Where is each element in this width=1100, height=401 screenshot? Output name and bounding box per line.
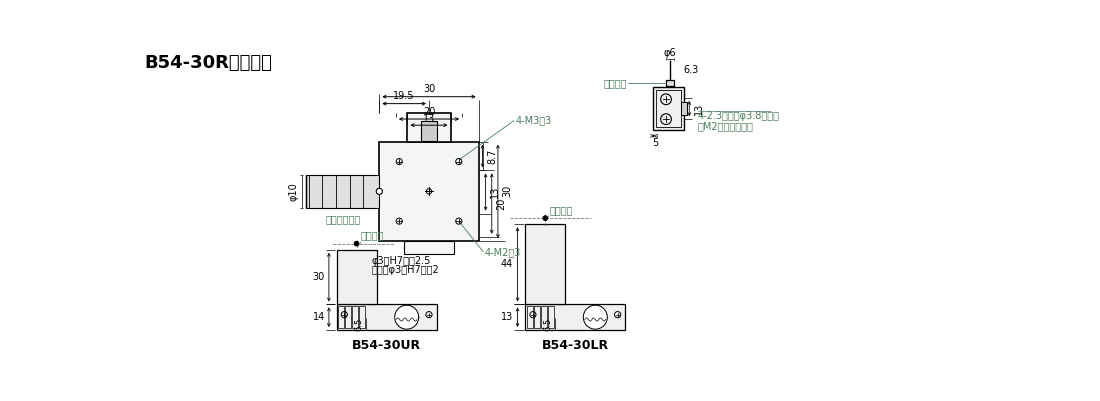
Text: （M2用ボルト穴）: （M2用ボルト穴）	[697, 121, 754, 131]
Text: 回転中心: 回転中心	[549, 205, 573, 215]
Text: 20: 20	[422, 107, 436, 117]
Bar	[345, 306, 351, 328]
Bar	[656, 91, 681, 127]
Bar	[379, 142, 478, 241]
Text: 8.7: 8.7	[487, 148, 497, 164]
Text: 4-M3深3: 4-M3深3	[516, 115, 552, 126]
Bar	[653, 87, 684, 130]
Text: 30: 30	[503, 185, 513, 197]
Text: 裏ヨリφ3（H7）深2: 裏ヨリφ3（H7）深2	[372, 265, 439, 275]
Bar	[337, 304, 437, 330]
Text: 20: 20	[496, 197, 506, 210]
Text: 30: 30	[312, 272, 324, 282]
Bar	[352, 306, 359, 328]
Circle shape	[543, 216, 548, 221]
Text: 5: 5	[652, 138, 658, 148]
Bar	[526, 304, 625, 330]
Text: B54-30LR: B54-30LR	[541, 339, 609, 352]
Text: 回転中心: 回転中心	[361, 231, 384, 241]
Bar	[420, 121, 438, 141]
Text: クランプ: クランプ	[604, 78, 627, 88]
Circle shape	[583, 305, 607, 329]
Text: 6.3: 6.3	[684, 65, 700, 75]
Bar	[527, 306, 532, 328]
Circle shape	[354, 241, 359, 246]
Text: 13: 13	[422, 113, 436, 124]
Text: B54-30UR: B54-30UR	[352, 339, 421, 352]
Bar	[407, 113, 451, 142]
Bar	[541, 306, 547, 328]
Bar	[526, 224, 565, 304]
Text: 44: 44	[500, 259, 513, 269]
Bar	[359, 306, 365, 328]
Circle shape	[376, 188, 383, 194]
Text: 6.5: 6.5	[354, 318, 363, 331]
Bar	[667, 80, 674, 86]
Bar	[404, 241, 454, 254]
Text: 19.5: 19.5	[394, 91, 415, 101]
Text: 4-2.3キリ、φ3.8ザグリ: 4-2.3キリ、φ3.8ザグリ	[697, 111, 780, 121]
Bar	[338, 306, 344, 328]
Text: φ10: φ10	[289, 182, 299, 201]
Text: 13: 13	[491, 186, 501, 198]
Bar	[534, 306, 540, 328]
Text: 送り用ツマミ: 送り用ツマミ	[326, 214, 361, 224]
Text: φ3（H7）深2.5: φ3（H7）深2.5	[372, 256, 431, 266]
Bar	[681, 102, 686, 115]
Text: 30: 30	[422, 84, 436, 94]
Text: φ6: φ6	[663, 48, 676, 58]
Text: 14: 14	[312, 312, 326, 322]
Text: 13: 13	[502, 312, 514, 322]
Text: 4-M2深3: 4-M2深3	[485, 247, 521, 257]
Text: 13: 13	[694, 102, 704, 115]
Bar	[337, 250, 376, 304]
Bar	[307, 175, 380, 208]
Text: B54-30Rシリーズ: B54-30Rシリーズ	[144, 54, 272, 72]
Text: 6.5: 6.5	[543, 318, 552, 331]
Circle shape	[395, 305, 419, 329]
Bar	[548, 306, 553, 328]
